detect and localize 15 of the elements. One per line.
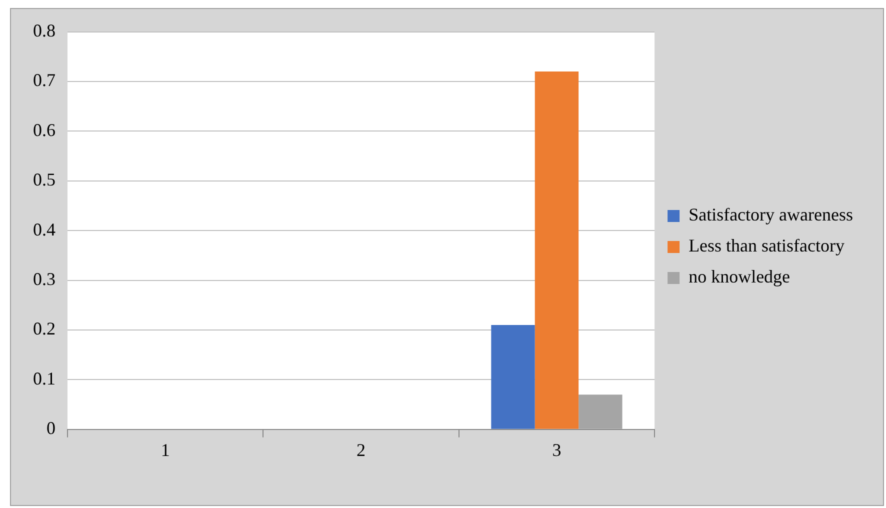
y-tick-label: 0.8: [33, 20, 56, 41]
y-tick-label: 0.6: [33, 120, 56, 140]
y-tick-label: 0.3: [33, 269, 56, 290]
legend-label: Less than satisfactory: [688, 236, 845, 256]
y-tick-label: 0.1: [33, 368, 56, 388]
legend-label: no knowledge: [688, 266, 790, 287]
legend-label: Satisfactory awareness: [688, 204, 854, 225]
x-tick-label: 3: [552, 440, 562, 460]
y-tick-label: 0: [46, 418, 56, 438]
y-tick-label: 0.7: [33, 70, 56, 90]
y-tick-label: 0.4: [33, 219, 56, 240]
y-tick-label: 0.5: [33, 170, 56, 190]
x-tick-label: 2: [356, 440, 366, 460]
y-tick-label: 0.2: [33, 318, 56, 339]
x-tick-label: 1: [160, 440, 170, 460]
